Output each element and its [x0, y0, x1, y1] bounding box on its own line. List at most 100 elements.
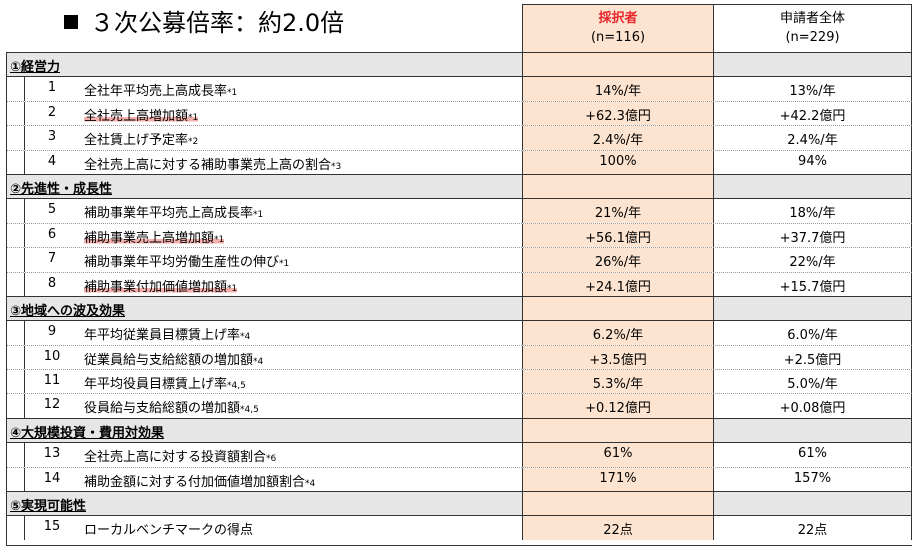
selected-value: +0.12億円 — [522, 394, 714, 418]
table-row: 15 ローカルベンチマークの得点 22点 22点 — [6, 515, 912, 540]
row-indent — [6, 516, 25, 540]
all-value: 18%/年 — [714, 199, 912, 223]
footnote-marker: *1 — [279, 259, 290, 270]
section-label: ③地域への波及効果 — [10, 303, 126, 319]
all-value: 61% — [714, 443, 912, 467]
square-bullet-icon — [64, 15, 78, 29]
section-label: ④大規模投資・費用対効果 — [10, 425, 165, 441]
table-row: 4 全社売上高に対する補助事業売上高の割合*3 100% 94% — [6, 149, 912, 174]
all-value: +0.08億円 — [714, 394, 912, 418]
table-row: 5 補助事業年平均売上高成長率*1 21%/年 18%/年 — [6, 198, 912, 223]
table-row: 14 補助金額に対する付加価値増加額割合*4 171% 157% — [6, 466, 912, 492]
footnote-marker: *4 — [253, 356, 264, 367]
selected-value: 21%/年 — [522, 199, 714, 223]
section-selected-cell — [522, 418, 714, 443]
footnote-marker: *1 — [227, 88, 238, 99]
section-header-row: ③地域への波及効果 — [6, 295, 912, 321]
row-indent — [6, 321, 25, 345]
row-indent — [6, 345, 25, 370]
all-value: 22点 — [714, 516, 912, 540]
metric-text: 全社売上高増加額 — [84, 108, 189, 124]
section-header-row: ⑤実現可能性 — [6, 491, 912, 516]
selected-value: +24.1億円 — [522, 272, 714, 296]
selected-value: +56.1億円 — [522, 223, 714, 248]
metric-text: 年平均従業員目標賃上げ率 — [84, 328, 241, 344]
all-value: 94% — [714, 150, 912, 174]
row-indent — [6, 443, 25, 467]
metric-label: 年平均従業員目標賃上げ率*4 — [84, 324, 250, 343]
section-selected-cell — [522, 492, 714, 516]
section-selected-cell — [522, 296, 714, 321]
metric-text: 役員給与支給総額の増加額 — [84, 401, 241, 417]
metric-label: 補助事業年平均売上高成長率*1 — [84, 202, 263, 221]
selected-value: 171% — [522, 467, 714, 492]
row-number: 10 — [43, 348, 61, 364]
all-value: 2.4%/年 — [714, 126, 912, 150]
all-value: 157% — [714, 467, 912, 492]
selected-value: 6.2%/年 — [522, 321, 714, 345]
selected-value: +3.5億円 — [522, 345, 714, 370]
row-number: 9 — [47, 324, 57, 340]
row-indent — [6, 272, 25, 296]
all-value: 13%/年 — [714, 77, 912, 101]
metric-label: ローカルベンチマークの得点 — [84, 519, 253, 538]
row-indent — [6, 101, 25, 126]
footnote-marker: *2 — [188, 137, 199, 148]
metric-label: 補助金額に対する付加価値増加額割合*4 — [84, 471, 315, 490]
table-row: 3 全社賃上げ予定率*2 2.4%/年 2.4%/年 — [6, 125, 912, 150]
selected-value: 5.3%/年 — [522, 370, 714, 394]
selected-value: 26%/年 — [522, 248, 714, 272]
metric-text: 補助事業売上高増加額 — [84, 230, 215, 246]
row-indent — [6, 394, 25, 418]
metric-text: ローカルベンチマークの得点 — [84, 523, 254, 539]
selected-value: +62.3億円 — [522, 101, 714, 126]
footnote-marker: *4,5 — [240, 405, 259, 416]
table-row: 2 全社売上高増加額*1 +62.3億円 +42.2億円 — [6, 100, 912, 126]
column-header-selected-n: (n=116) — [590, 30, 646, 45]
metric-label: 役員給与支給総額の増加額*4,5 — [84, 397, 259, 416]
all-value: +15.7億円 — [714, 272, 912, 296]
all-value: 5.0%/年 — [714, 370, 912, 394]
row-number: 1 — [47, 80, 57, 96]
section-selected-cell — [522, 174, 714, 199]
metric-text: 補助事業付加価値増加額 — [84, 279, 228, 295]
column-header-all-n: (n=229) — [785, 30, 840, 45]
section-header-row: ①経営力 — [6, 52, 912, 77]
metric-label: 補助事業年平均労働生産性の伸び*1 — [84, 251, 289, 270]
table-row: 1 全社年平均売上高成長率*1 14%/年 13%/年 — [6, 76, 912, 101]
row-indent — [6, 150, 25, 174]
row-indent — [6, 126, 25, 150]
table-row: 6 補助事業売上高増加額*1 +56.1億円 +37.7億円 — [6, 222, 912, 248]
metric-text: 補助事業年平均労働生産性の伸び — [84, 255, 280, 271]
selected-value: 14%/年 — [522, 77, 714, 101]
all-value: +42.2億円 — [714, 101, 912, 126]
table-row: 13 全社売上高に対する投資額割合*6 61% 61% — [6, 442, 912, 467]
metric-label: 全社売上高に対する投資額割合*6 — [84, 446, 276, 465]
table-row: 7 補助事業年平均労働生産性の伸び*1 26%/年 22%/年 — [6, 247, 912, 272]
column-header-all: 申請者全体 (n=229) — [714, 4, 912, 52]
metric-label: 全社年平均売上高成長率*1 — [84, 80, 237, 99]
row-indent — [6, 370, 25, 394]
metric-text: 補助金額に対する付加価値増加額割合 — [84, 474, 306, 490]
table-row: 8 補助事業付加価値増加額*1 +24.1億円 +15.7億円 — [6, 271, 912, 296]
footnote-marker: *4,5 — [227, 381, 246, 392]
row-number: 5 — [47, 202, 57, 218]
footnote-marker: *3 — [331, 161, 342, 172]
row-number: 7 — [47, 251, 57, 267]
column-header-all-label: 申請者全体 — [779, 11, 845, 26]
all-value: 22%/年 — [714, 248, 912, 272]
metric-label: 全社売上高に対する補助事業売上高の割合*3 — [84, 154, 341, 173]
metric-label: 従業員給与支給総額の増加額*4 — [84, 349, 263, 368]
footnote-marker: *1 — [214, 234, 225, 245]
metric-text: 年平均役員目標賃上げ率 — [84, 377, 228, 393]
metric-text: 全社売上高に対する投資額割合 — [84, 450, 267, 466]
selected-value: 22点 — [522, 516, 714, 540]
table-row: 12 役員給与支給総額の増加額*4,5 +0.12億円 +0.08億円 — [6, 393, 912, 418]
table-row: 11 年平均役員目標賃上げ率*4,5 5.3%/年 5.0%/年 — [6, 369, 912, 394]
section-label: ②先進性・成長性 — [10, 181, 113, 197]
row-indent — [6, 248, 25, 272]
footnote-marker: *4 — [240, 332, 251, 343]
metric-text: 全社年平均売上高成長率 — [84, 84, 228, 100]
footnote-marker: *4 — [305, 478, 316, 489]
row-number: 15 — [43, 519, 61, 535]
